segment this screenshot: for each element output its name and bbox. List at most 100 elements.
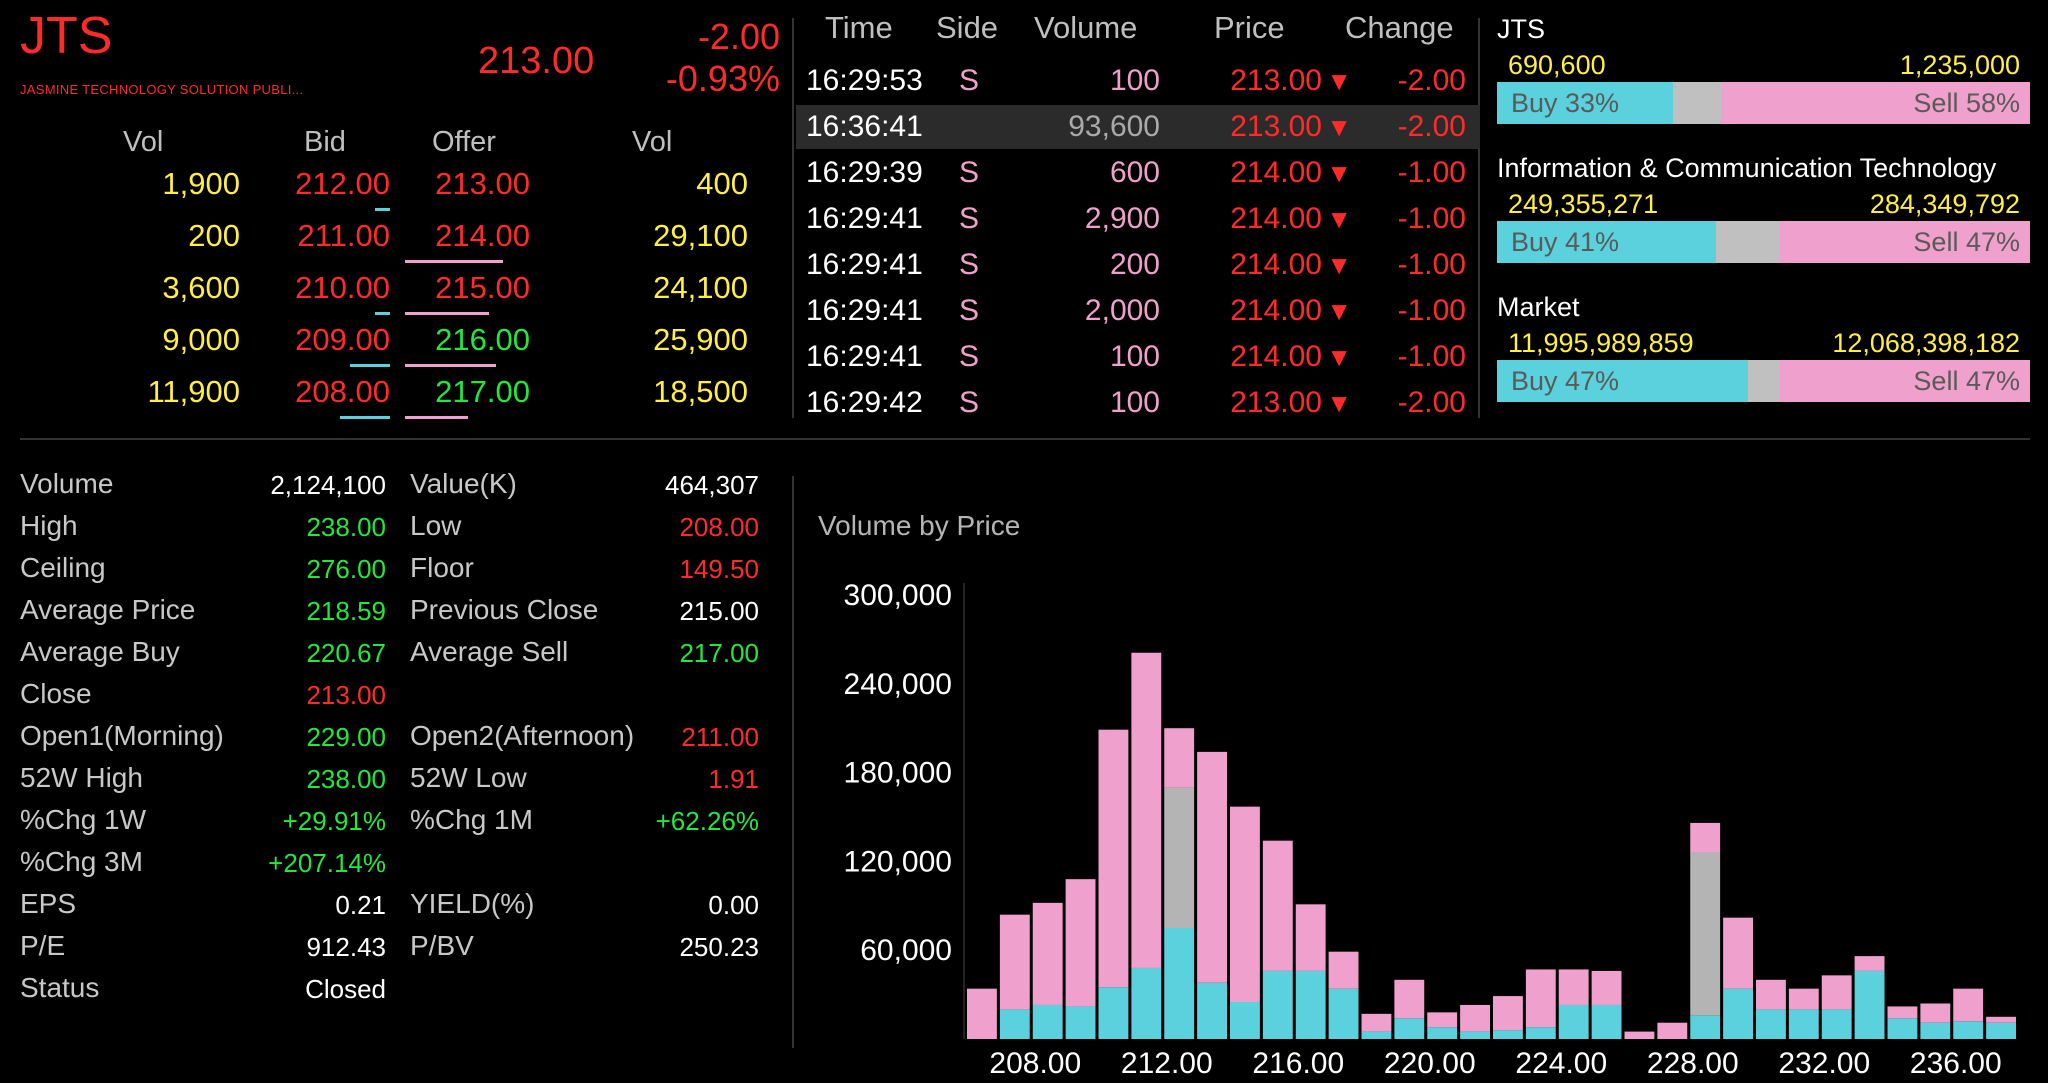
trade-price: 214.00 [1230,202,1322,235]
stat-value: 0.21 [335,890,386,920]
stat-label: Status [20,972,100,1003]
x-tick-label: 208.00 [989,1047,1081,1080]
stat-value: 213.00 [306,680,386,710]
stat-label: %Chg 1W [20,804,147,835]
trade-volume: 100 [1109,64,1160,97]
x-tick-label: 232.00 [1778,1047,1870,1080]
sell-volume-bar [1690,822,1721,853]
trade-time: 16:29:42 [806,386,923,419]
offer-volume: 24,100 [653,270,748,305]
bid-price: 210.00 [295,270,390,305]
stat-label: P/E [20,930,66,961]
ticker-row: 16:29:53 S 100 213.00 ▼ -2.00 [796,59,1480,103]
trade-side: S [959,156,980,189]
bid-depth-bar [350,364,390,367]
ticker-row: 16:29:41 S 100 214.00 ▼ -1.00 [796,335,1480,379]
sell-volume-bar [1427,1012,1458,1028]
section-divider [20,438,2030,440]
buy-volume-bar [1756,1009,1786,1039]
sell-volume-bar [1493,996,1523,1031]
x-tick-label: 236.00 [1910,1047,2002,1080]
sell-volume-bar [1230,806,1260,1002]
trade-side: S [959,386,980,419]
ticker-row: 16:29:41 S 200 214.00 ▼ -1.00 [796,243,1480,287]
stat-value: 211.00 [681,722,759,752]
panel-title: Market [1497,292,1580,322]
stat-value: 149.50 [679,554,759,584]
down-arrow-icon: ▼ [1326,112,1352,142]
down-arrow-icon: ▼ [1326,204,1352,234]
stat-value: +62.26% [655,806,759,836]
sell-volume-bar [1131,652,1162,968]
buy-volume-bar [1065,1006,1096,1039]
buy-volume-bar [1230,1002,1260,1039]
trade-change: -2.00 [1397,110,1466,143]
stat-value: 464,307 [665,470,759,500]
bid-volume: 200 [188,218,240,253]
buy-volume-bar [1427,1027,1458,1039]
buy-volume-bar [1197,982,1227,1039]
y-tick-label: 120,000 [844,845,952,878]
offer-depth-bar [405,312,489,315]
stat-label: EPS [20,888,77,919]
x-tick-label: 228.00 [1647,1047,1739,1080]
trade-volume: 600 [1109,156,1160,189]
buy-volume-bar [1262,970,1293,1039]
panel-title: JTS [1497,14,1546,44]
down-arrow-icon: ▼ [1326,388,1352,418]
stat-label: Volume [20,468,114,499]
stat-label: Low [410,510,462,541]
sell-volume-bar [1953,988,1984,1022]
buy-volume-bar [1131,967,1162,1039]
bid-vol-header: Vol [123,126,164,158]
symbol-title: JTS [20,7,113,65]
trade-side: S [959,64,980,97]
y-tick-label: 180,000 [844,757,952,790]
trade-volume: 93,600 [1068,110,1160,143]
trade-price: 213.00 [1230,386,1322,419]
trade-time: 16:29:41 [806,248,923,281]
ticker-row: 16:29:41 S 2,000 214.00 ▼ -1.00 [796,289,1480,333]
bid-price: 212.00 [295,166,390,201]
buy-percent-label: Buy 33% [1511,88,1620,118]
offer-depth-bar [405,260,503,263]
trade-side: S [959,248,980,281]
stat-value: 250.23 [679,932,759,962]
stat-value: Closed [305,974,386,1004]
buy-volume-bar [1525,1027,1556,1039]
buy-percent-label: Buy 47% [1511,366,1620,396]
sell-volume-bar [1361,1013,1392,1032]
y-tick-label: 60,000 [860,934,952,967]
trade-time: 16:36:41 [806,110,923,143]
trade-volume: 200 [1109,248,1160,281]
trade-price: 214.00 [1230,294,1322,327]
buy-volume-bar [1920,1022,1951,1039]
time-header: Time [825,10,893,45]
stat-value: 912.43 [306,932,386,962]
bid-depth-bar [375,208,390,211]
offer-price: 216.00 [435,322,530,357]
sell-volume-bar [1525,969,1556,1028]
bid-depth-bar [375,312,390,315]
stat-label: 52W High [20,762,143,793]
x-tick-label: 220.00 [1384,1047,1476,1080]
offer-price: 217.00 [435,374,530,409]
buy-volume-bar [1558,1004,1589,1039]
sell-volume-bar [1262,840,1293,971]
x-tick-label: 224.00 [1515,1047,1607,1080]
buy-percent-label: Buy 41% [1511,227,1620,257]
trade-volume: 100 [1109,386,1160,419]
buy-volume-bar [999,1009,1030,1039]
sell-portion [1779,221,2030,263]
buy-volume-bar [1986,1022,2016,1039]
buy-volume-bar [1953,1021,1984,1039]
chart-title: Volume by Price [818,510,1021,541]
x-tick-label: 212.00 [1121,1047,1213,1080]
sell-volume-bar [1164,728,1195,788]
sell-volume-bar [1821,975,1852,1010]
stat-label: P/BV [410,930,474,961]
price-change: -2.00 [697,16,780,57]
trade-time: 16:29:41 [806,202,923,235]
buy-volume: 690,600 [1508,50,1606,80]
buy-sell-bar: Buy 47% Sell 47% [1497,360,2030,402]
